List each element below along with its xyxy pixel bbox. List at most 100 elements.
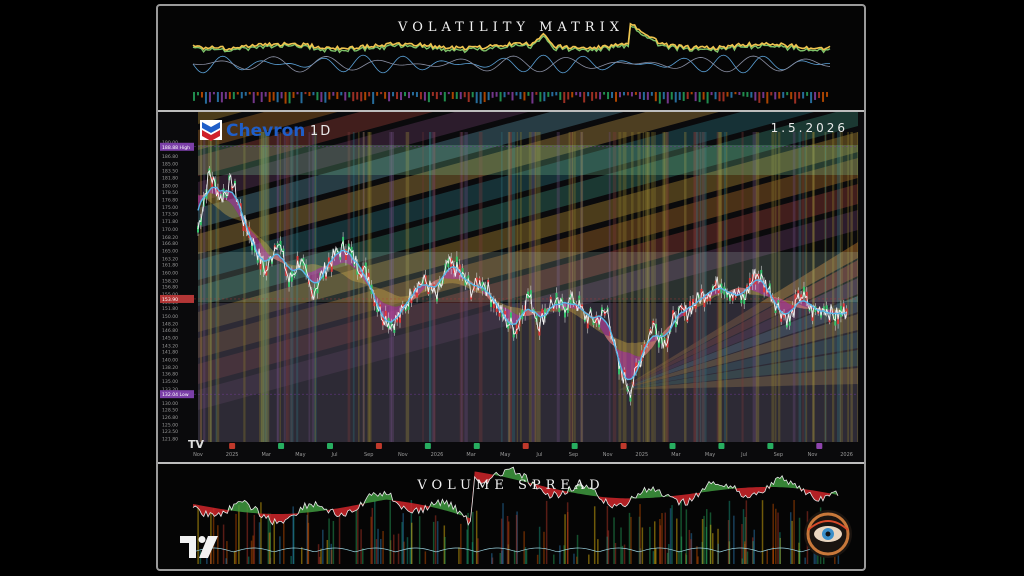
volatility-bar (587, 92, 590, 97)
volatility-bar (698, 92, 701, 103)
volume-bar (306, 514, 308, 564)
session-bar (362, 132, 365, 442)
volume-bar (524, 547, 527, 564)
volatility-bar (730, 92, 733, 98)
session-bar (405, 132, 410, 442)
volume-bar (222, 524, 225, 564)
y-tick-label: 183.50 (162, 168, 178, 174)
volume-bar (659, 525, 662, 564)
volatility-bar (615, 92, 618, 102)
volatility-bar (276, 92, 279, 103)
volatility-bar (563, 92, 566, 104)
volume-bar (671, 505, 673, 564)
volatility-bar (742, 92, 745, 97)
event-marker (620, 443, 627, 449)
volatility-bar (292, 92, 295, 98)
volume-bar (743, 541, 746, 564)
session-bar (203, 132, 206, 442)
volatility-bar (407, 92, 410, 99)
session-bar (812, 132, 815, 442)
session-bar (811, 132, 815, 442)
session-bar (199, 132, 202, 442)
volume-bar (357, 505, 359, 564)
x-tick-label: Mar (671, 452, 681, 458)
session-bar (511, 132, 516, 442)
session-bar (718, 132, 722, 442)
volume-bar (566, 502, 569, 564)
volatility-bar (571, 92, 574, 98)
volatility-oscillator-grey (192, 55, 831, 73)
volume-bar (696, 546, 698, 564)
volume-bar (292, 512, 295, 564)
volatility-bar (356, 92, 359, 100)
volatility-bar (786, 92, 789, 96)
volatility-bar (603, 92, 606, 95)
volatility-bar (224, 92, 227, 99)
volume-bar (741, 558, 744, 564)
volume-bar (206, 554, 208, 564)
volume-bar (513, 550, 516, 564)
volatility-bar (312, 92, 315, 96)
volume-bar (761, 500, 764, 564)
volatility-bar (790, 92, 793, 100)
volatility-bar (296, 92, 299, 95)
session-bar (556, 132, 560, 442)
volume-bar (292, 506, 294, 564)
session-bar (831, 132, 835, 442)
volatility-bar (304, 92, 307, 95)
volume-bar (491, 553, 493, 564)
volatility-bar (690, 92, 693, 95)
session-bar (536, 132, 541, 442)
volume-bar (680, 499, 682, 564)
volume-bar (317, 544, 320, 564)
volatility-bar (535, 92, 538, 95)
session-bar (701, 132, 705, 442)
volume-bar (403, 541, 405, 564)
event-marker (229, 443, 236, 449)
session-bar (570, 132, 574, 442)
volatility-bar (714, 92, 717, 100)
session-bar (573, 132, 576, 442)
volatility-bar (539, 92, 542, 102)
volume-bar (775, 508, 777, 564)
volatility-bar (264, 92, 267, 97)
volume-bar (638, 516, 641, 564)
session-bar (531, 132, 535, 442)
resistance-zone (198, 145, 858, 175)
volatility-bar (607, 92, 610, 100)
y-tick-label: 170.00 (162, 227, 178, 233)
date-label: 1.5.2026 (771, 121, 848, 135)
session-bar (516, 132, 518, 442)
session-bar (200, 132, 202, 442)
volatility-bar (447, 92, 450, 95)
volume-bar (655, 548, 657, 564)
volume-bar (733, 515, 735, 564)
volume-bar (475, 510, 478, 564)
volatility-bar (435, 92, 438, 100)
volume-bar (258, 522, 261, 564)
volume-bar (536, 554, 539, 564)
x-tick-label: 2025 (635, 452, 648, 458)
volume-bar (688, 529, 691, 564)
volume-bar (361, 548, 364, 564)
volume-bar (322, 529, 324, 564)
volume-bar (330, 549, 333, 564)
session-bar (352, 132, 355, 442)
y-tick-label: 178.50 (162, 190, 178, 196)
volume-bar (246, 504, 249, 564)
session-bar (631, 132, 634, 442)
volume-bar (772, 503, 774, 564)
volatility-bar (196, 92, 199, 96)
session-bar (362, 132, 365, 442)
volatility-bar (782, 92, 785, 98)
volatility-bar (340, 92, 343, 96)
volume-bar (653, 521, 656, 564)
volume-bar (466, 529, 468, 564)
volatility-bar (260, 92, 263, 103)
volume-bar (491, 557, 494, 564)
volatility-bar (611, 92, 614, 98)
volume-bar (460, 523, 462, 564)
volatility-bar (400, 92, 403, 101)
volume-bar (444, 536, 446, 564)
volume-bar (705, 526, 707, 564)
